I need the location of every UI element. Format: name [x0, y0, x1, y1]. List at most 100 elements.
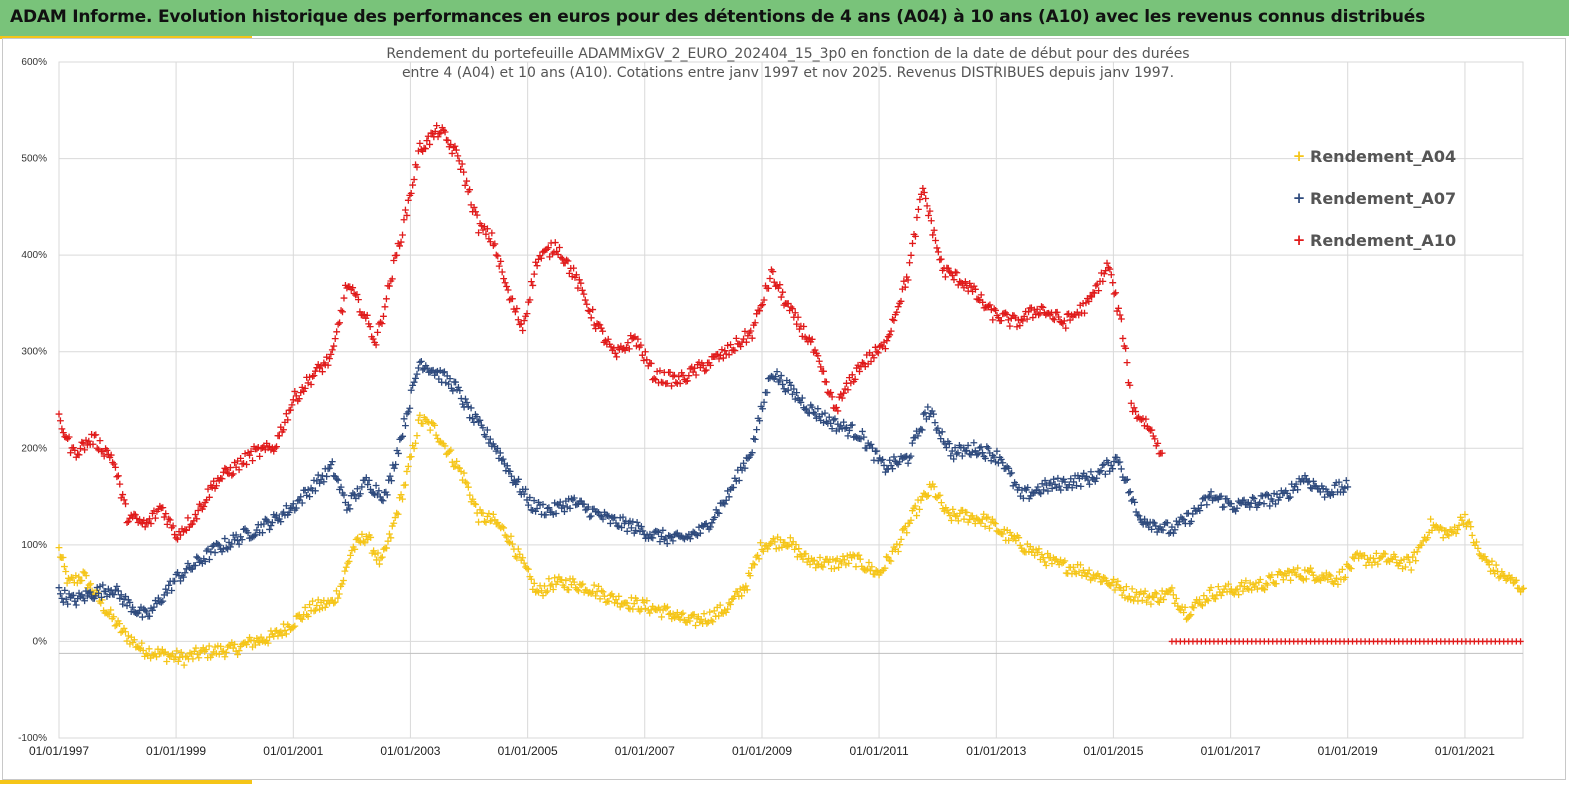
- data-point: [484, 225, 491, 233]
- data-point: [451, 142, 459, 150]
- data-point: [737, 343, 745, 350]
- data-point: [679, 371, 687, 379]
- data-point: [964, 442, 972, 449]
- data-point: [413, 370, 421, 378]
- data-point: [370, 547, 377, 555]
- data-point: [1042, 562, 1050, 569]
- data-point: [282, 410, 290, 418]
- data-point: [769, 535, 777, 543]
- data-point: [986, 524, 993, 532]
- data-point: [433, 122, 441, 130]
- data-point: [154, 505, 162, 513]
- data-point: [985, 302, 992, 310]
- data-point: [993, 447, 1001, 455]
- data-point: [1264, 581, 1271, 589]
- data-point: [295, 496, 303, 504]
- data-point: [473, 413, 481, 421]
- data-point: [388, 477, 395, 485]
- data-point: [1256, 576, 1264, 583]
- data-point: [1285, 494, 1293, 502]
- data-point: [609, 514, 617, 522]
- data-point: [174, 535, 181, 543]
- data-point: [632, 527, 640, 534]
- data-point: [815, 357, 823, 365]
- chart-legend: + Rendement_A04 + Rendement_A07 + Rendem…: [1290, 135, 1456, 261]
- data-point: [500, 275, 508, 283]
- data-point: [431, 371, 439, 379]
- data-point: [1057, 486, 1065, 494]
- data-point: [184, 514, 192, 522]
- data-point: [165, 515, 173, 523]
- data-point: [1520, 584, 1527, 592]
- data-point: [372, 341, 380, 349]
- data-point: [1391, 553, 1399, 561]
- data-point: [281, 627, 289, 634]
- data-point: [504, 537, 512, 545]
- data-point: [478, 222, 485, 230]
- series-rendement_a04: [55, 411, 1527, 669]
- data-point: [551, 574, 559, 582]
- data-point: [520, 317, 528, 325]
- data-point: [810, 556, 818, 564]
- data-point: [1165, 588, 1173, 596]
- data-point: [385, 282, 393, 290]
- data-point: [1024, 484, 1032, 491]
- data-point: [311, 367, 319, 375]
- data-point: [834, 407, 842, 415]
- legend-item-a07: + Rendement_A07: [1290, 177, 1456, 219]
- data-point: [903, 273, 911, 281]
- data-point: [1049, 315, 1057, 323]
- data-point: [791, 309, 799, 317]
- data-point: [830, 416, 837, 424]
- data-point: [659, 526, 667, 534]
- data-point: [725, 599, 733, 607]
- data-point: [849, 551, 857, 559]
- data-point: [82, 572, 90, 579]
- data-point: [722, 496, 730, 504]
- data-point: [1074, 472, 1082, 479]
- data-point: [934, 424, 942, 432]
- legend-label-a10: Rendement_A10: [1310, 230, 1457, 250]
- data-point: [458, 160, 466, 168]
- data-point: [732, 334, 740, 342]
- data-point: [181, 569, 189, 577]
- data-point: [593, 508, 601, 516]
- y-tick-label: 300%: [21, 347, 47, 358]
- data-point: [887, 462, 895, 469]
- data-point: [530, 270, 538, 278]
- data-point: [485, 235, 493, 243]
- data-point: [367, 534, 375, 541]
- data-point: [498, 456, 506, 464]
- data-point: [482, 433, 490, 441]
- data-point: [479, 509, 487, 517]
- data-point: [289, 396, 297, 404]
- data-point: [514, 316, 522, 324]
- data-point: [760, 547, 767, 555]
- data-point: [407, 189, 415, 197]
- data-point: [1005, 537, 1013, 544]
- data-point: [727, 341, 734, 349]
- data-point: [527, 575, 535, 583]
- data-point: [61, 587, 69, 594]
- data-point: [716, 601, 724, 609]
- data-point: [469, 495, 477, 503]
- data-point: [439, 369, 447, 377]
- data-point: [1086, 292, 1094, 300]
- data-point: [911, 502, 919, 510]
- data-point: [363, 311, 371, 319]
- data-point: [72, 601, 80, 609]
- data-point: [506, 539, 513, 547]
- data-point: [277, 628, 285, 636]
- data-point: [393, 251, 401, 259]
- data-point: [416, 411, 424, 419]
- data-point: [218, 548, 226, 556]
- data-point: [402, 422, 409, 429]
- data-point: [574, 284, 582, 292]
- data-point: [754, 551, 761, 559]
- data-point: [228, 540, 236, 548]
- data-point: [987, 457, 995, 465]
- data-point: [1096, 468, 1103, 476]
- data-point: [1117, 465, 1125, 473]
- data-point: [523, 310, 531, 318]
- data-point: [882, 345, 889, 353]
